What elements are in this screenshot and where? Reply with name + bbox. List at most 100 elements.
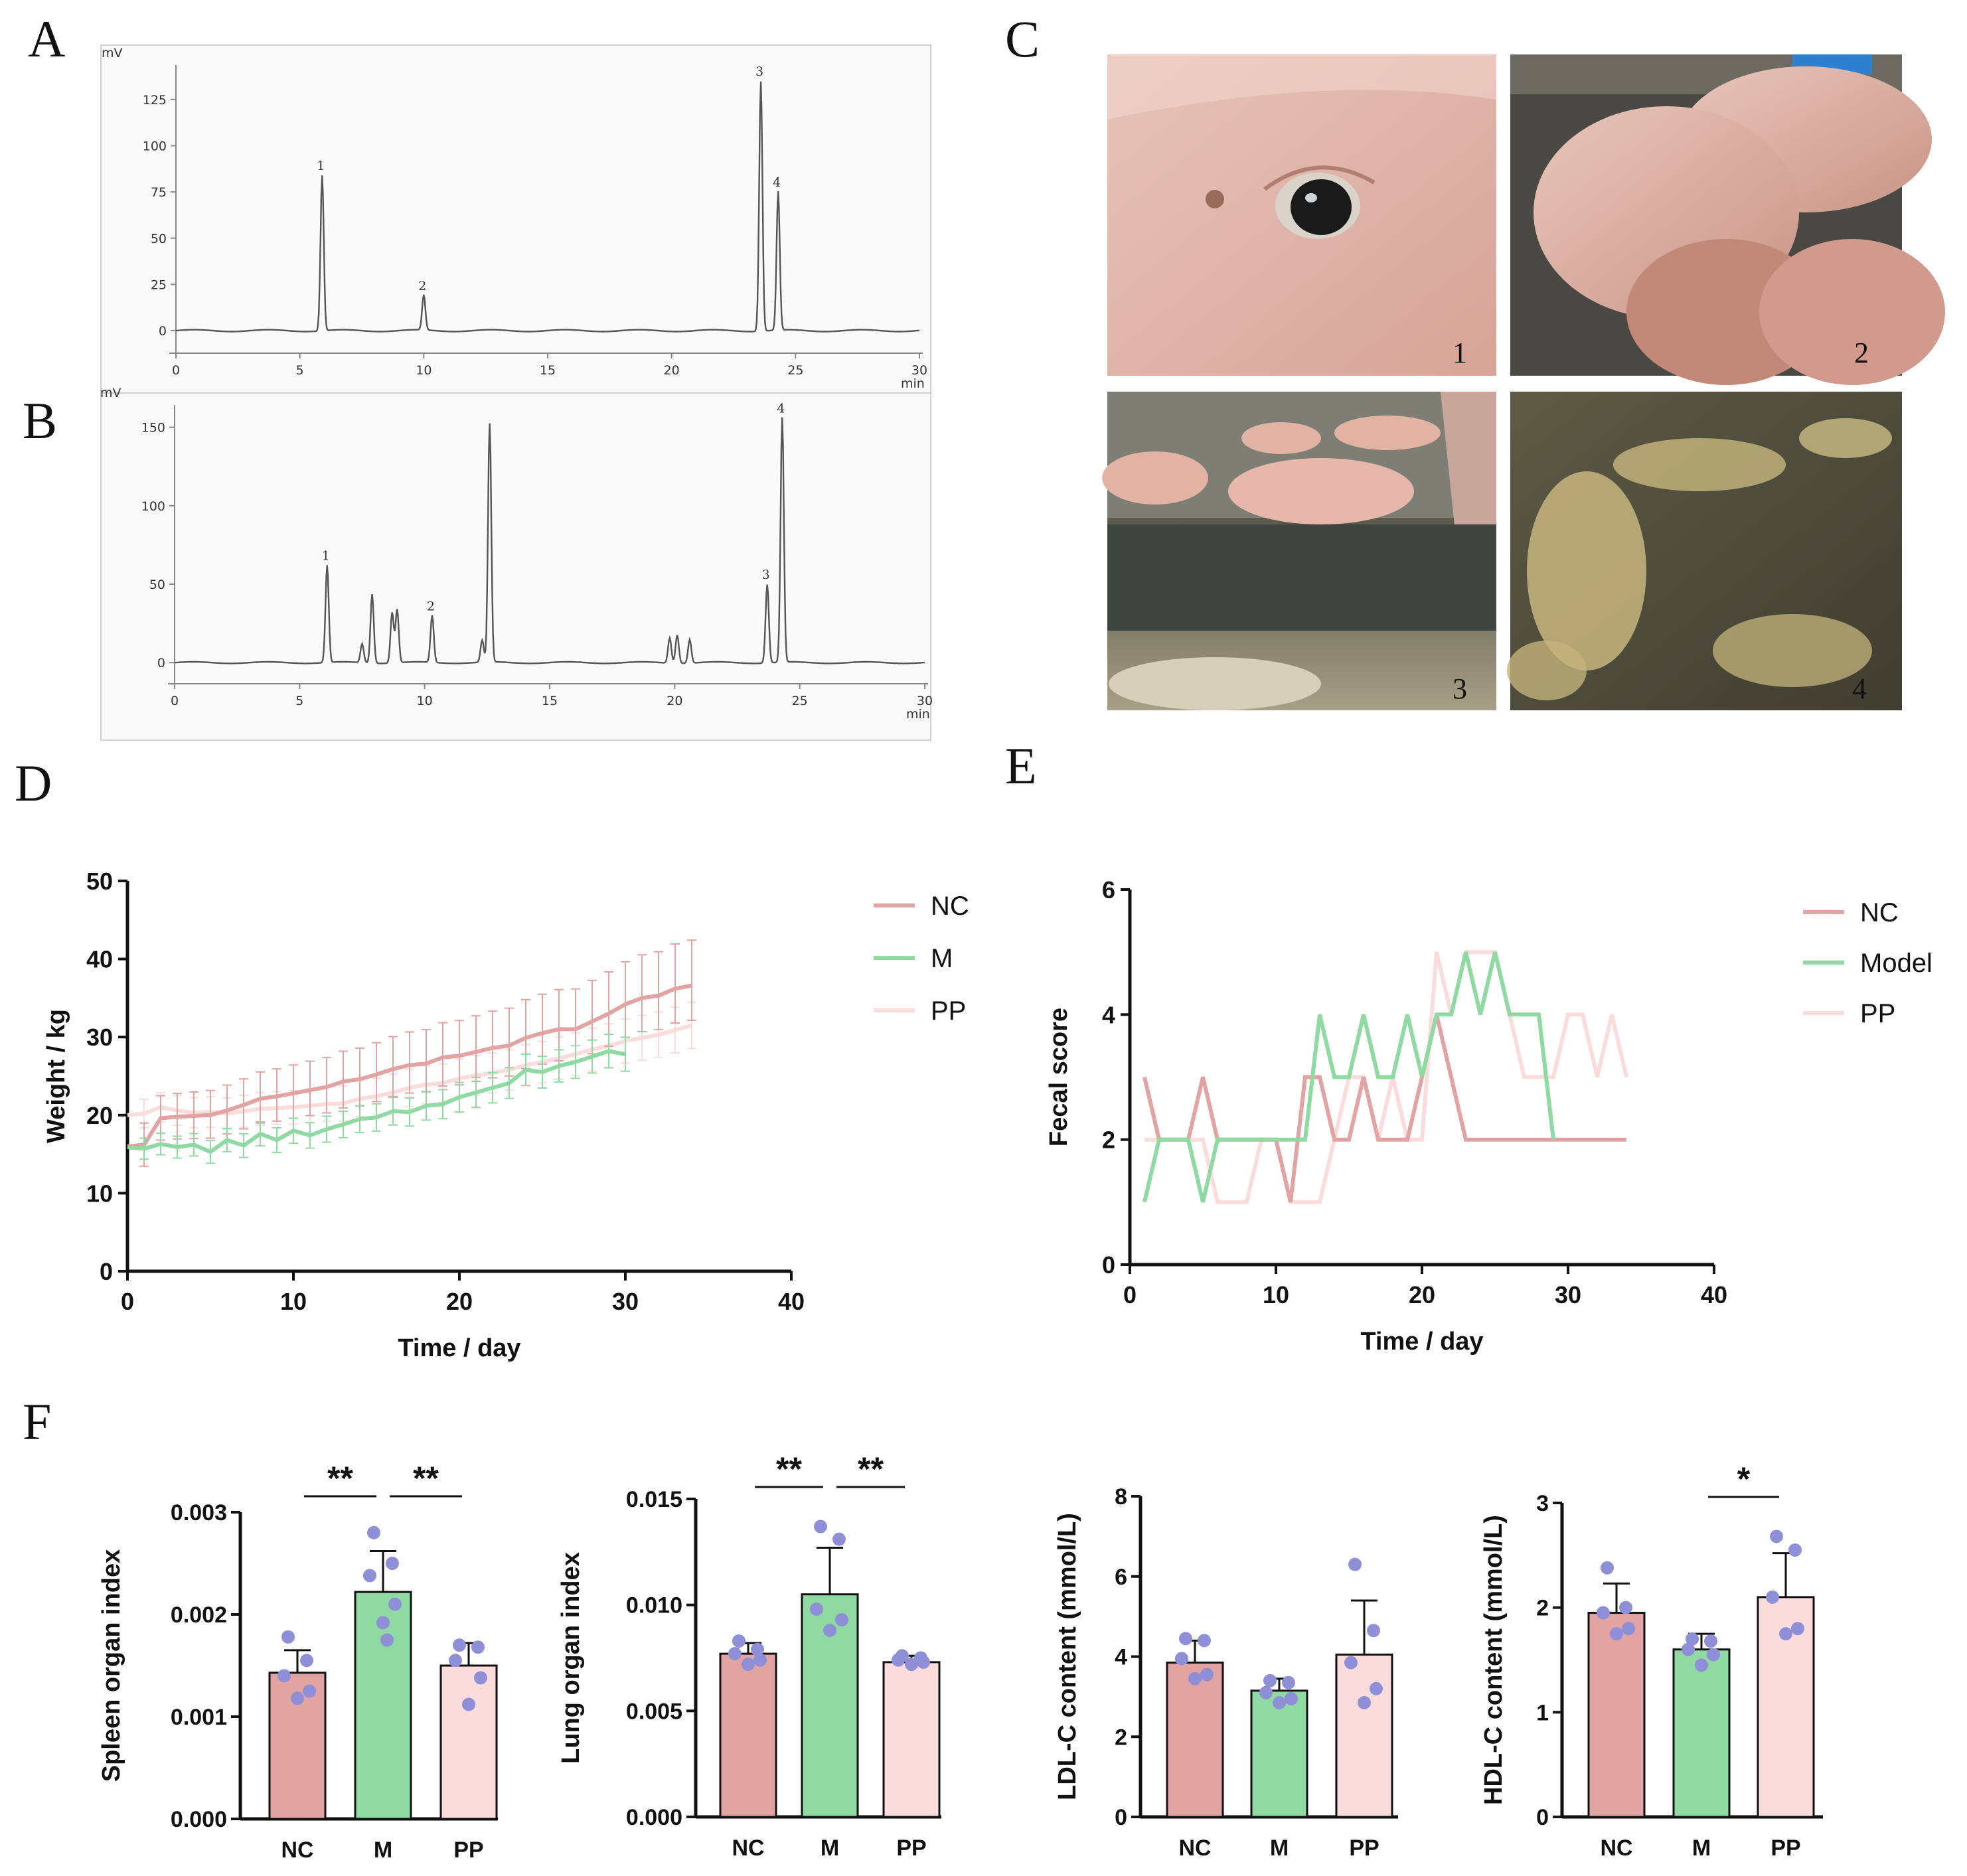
bar-nc — [1587, 1612, 1646, 1818]
significance-marker: * — [1737, 1460, 1751, 1498]
data-point — [732, 1634, 746, 1648]
y-unit-label: mV — [100, 386, 121, 400]
bar-pp — [1335, 1653, 1393, 1818]
y-tick-label: 0.002 — [171, 1602, 227, 1628]
y-tick-label: 0.003 — [171, 1500, 227, 1525]
data-point — [1259, 1685, 1273, 1699]
y-tick-label: 25 — [151, 277, 167, 292]
data-point — [453, 1638, 466, 1652]
x-tick-label: 30 — [911, 363, 927, 378]
data-point — [303, 1684, 316, 1698]
bar-pp — [439, 1664, 498, 1820]
y-tick-label: 0.000 — [171, 1807, 227, 1832]
y-tick-label: 0.001 — [171, 1705, 227, 1730]
y-tick-label: 0 — [1536, 1805, 1549, 1830]
data-point — [367, 1525, 380, 1539]
y-tick-label: 125 — [143, 93, 167, 108]
data-point — [471, 1640, 485, 1654]
data-point — [892, 1653, 905, 1667]
y-tick-label: 75 — [151, 185, 167, 200]
x-tick-label: 30 — [612, 1288, 639, 1315]
y-tick-label: 0 — [157, 656, 165, 670]
peak-label-4: 4 — [777, 401, 785, 416]
peak-label-2: 2 — [418, 279, 426, 293]
series-line-model — [1142, 951, 1555, 1203]
peak-label-3: 3 — [755, 64, 763, 79]
x-tick-label: 25 — [792, 694, 808, 708]
y-tick-label: 0 — [1115, 1805, 1127, 1830]
legend-label-pp: PP — [1860, 999, 1895, 1028]
y-tick-label: 4 — [1102, 1001, 1115, 1028]
y-axis-title: Weight / kg — [42, 1009, 70, 1143]
legend-label-m: M — [931, 944, 953, 973]
y-tick-label: 0.010 — [626, 1593, 682, 1618]
photo-pigs-pen: 2 — [1510, 54, 1945, 385]
lung-index-bar-chart: 0.000 0.005 0.010 0.015 Lung organ index NC M P… — [557, 1450, 941, 1861]
bar-pp — [882, 1661, 941, 1818]
data-point — [1367, 1624, 1380, 1638]
series-line-m — [127, 1049, 626, 1154]
y-axis-title: Fecal score — [1045, 1008, 1073, 1146]
data-point — [1686, 1632, 1699, 1646]
x-tick-label: 30 — [917, 694, 933, 708]
data-point — [1707, 1648, 1720, 1662]
peak-label-4: 4 — [773, 175, 781, 190]
data-point — [1597, 1606, 1610, 1620]
data-point — [1766, 1590, 1779, 1604]
data-point — [1282, 1676, 1295, 1689]
spleen-index-bar-chart: 0.000 0.001 0.002 0.003 Spleen organ index NC… — [98, 1460, 498, 1863]
significance-marker: ** — [413, 1460, 439, 1497]
x-tick-label: 15 — [540, 363, 556, 378]
x-tick-label: 0 — [172, 363, 180, 378]
y-axis-title: HDL-C content (mmol/L) — [1480, 1515, 1508, 1805]
chrom-frame — [100, 392, 931, 741]
y-tick-label: 100 — [141, 499, 165, 514]
x-tick-label: 0 — [1123, 1281, 1137, 1308]
data-point — [751, 1642, 764, 1656]
data-point — [1619, 1601, 1632, 1614]
peak-label-2: 2 — [427, 599, 435, 613]
data-point — [1779, 1627, 1792, 1641]
data-point — [462, 1697, 475, 1711]
x-tick-label: 10 — [1263, 1281, 1289, 1308]
y-tick-label: 20 — [86, 1102, 113, 1129]
x-tick-label: 40 — [1701, 1281, 1727, 1308]
data-point — [1188, 1672, 1202, 1685]
y-tick-label: 0.000 — [626, 1805, 682, 1830]
data-point — [380, 1633, 394, 1647]
y-tick-label: 50 — [149, 578, 165, 592]
data-point — [1273, 1695, 1286, 1709]
category-label-pp: PP — [896, 1836, 926, 1861]
bar-nc — [719, 1652, 777, 1818]
data-point — [376, 1616, 390, 1630]
panel-label-c: C — [1005, 10, 1040, 68]
bar-m — [1672, 1648, 1731, 1818]
y-tick-label: 10 — [86, 1180, 113, 1207]
photo-grid: 1 2 3 — [1102, 54, 1945, 710]
data-point — [300, 1654, 313, 1668]
y-axis-title: LDL-C content (mmol/L) — [1054, 1513, 1081, 1800]
data-point — [753, 1653, 767, 1667]
x-unit-label: min — [906, 707, 930, 722]
y-tick-label: 0 — [159, 324, 167, 339]
category-label-pp: PP — [453, 1837, 483, 1863]
y-tick-label: 1 — [1536, 1700, 1549, 1725]
hdl-c-bar-chart: 0 1 2 3 HDL-C content (mmol/L) NC M PP * — [1480, 1460, 1823, 1861]
significance-marker: ** — [858, 1450, 884, 1488]
x-tick-label: 0 — [121, 1288, 134, 1315]
x-tick-label: 20 — [1409, 1281, 1435, 1308]
category-label-nc: NC — [1178, 1836, 1211, 1861]
y-tick-label: 2 — [1102, 1127, 1115, 1154]
data-point — [1179, 1632, 1192, 1646]
photo-3-label: 3 — [1453, 672, 1467, 705]
category-label-nc: NC — [281, 1837, 313, 1863]
data-point — [1704, 1634, 1717, 1648]
y-tick-label: 150 — [141, 421, 165, 435]
y-tick-label: 6 — [1102, 876, 1115, 903]
panel-label-b: B — [23, 392, 57, 449]
data-point — [1285, 1691, 1298, 1705]
y-tick-label: 2 — [1115, 1725, 1127, 1750]
x-tick-label: 10 — [416, 363, 432, 378]
weight-line-chart: 0 10 20 30 40 0 10 20 30 40 50 Time / day Weight / k… — [42, 868, 969, 1362]
photo-feces-floor: 4 — [1507, 392, 1902, 710]
